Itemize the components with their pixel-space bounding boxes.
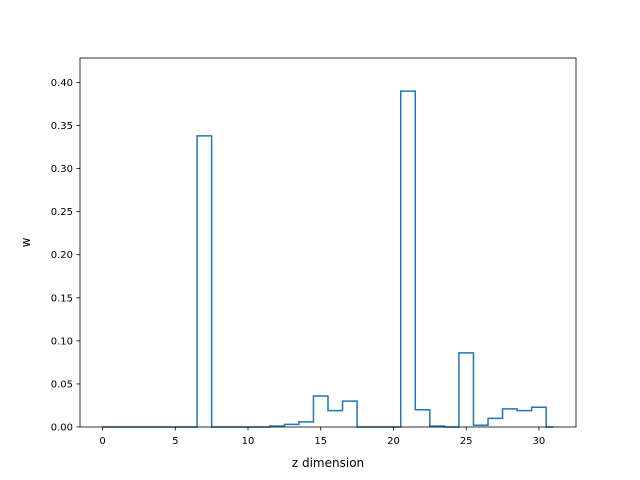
y-axis: 0.00 0.05 0.10 0.15 0.20 0.25 0.30 0.35 0.40 <box>51 78 80 434</box>
plot-area <box>102 90 554 428</box>
y-tick-label: 0.20 <box>51 250 73 261</box>
x-tick-label: 25 <box>460 436 473 447</box>
x-tick-label: 20 <box>387 436 400 447</box>
x-tick-label: 30 <box>533 436 546 447</box>
y-tick-label: 0.30 <box>51 164 73 175</box>
x-axis-label: z dimension <box>292 456 364 470</box>
y-tick-label: 0.05 <box>51 379 73 390</box>
axes-frame <box>79 57 577 428</box>
y-tick-label: 0.10 <box>51 336 73 347</box>
y-tick-label: 0.15 <box>51 293 73 304</box>
step-series-line <box>102 90 554 428</box>
x-tick-label: 15 <box>314 436 327 447</box>
y-axis-label: w <box>19 237 33 247</box>
y-tick-label: 0.40 <box>51 78 73 89</box>
y-tick-label: 0.35 <box>51 121 73 132</box>
x-tick-label: 0 <box>99 436 105 447</box>
y-tick-label: 0.00 <box>51 423 73 434</box>
y-tick-label: 0.25 <box>51 207 73 218</box>
x-axis: 0 5 10 15 20 25 30 <box>99 427 545 447</box>
x-tick-label: 5 <box>172 436 178 447</box>
x-tick-label: 10 <box>242 436 255 447</box>
